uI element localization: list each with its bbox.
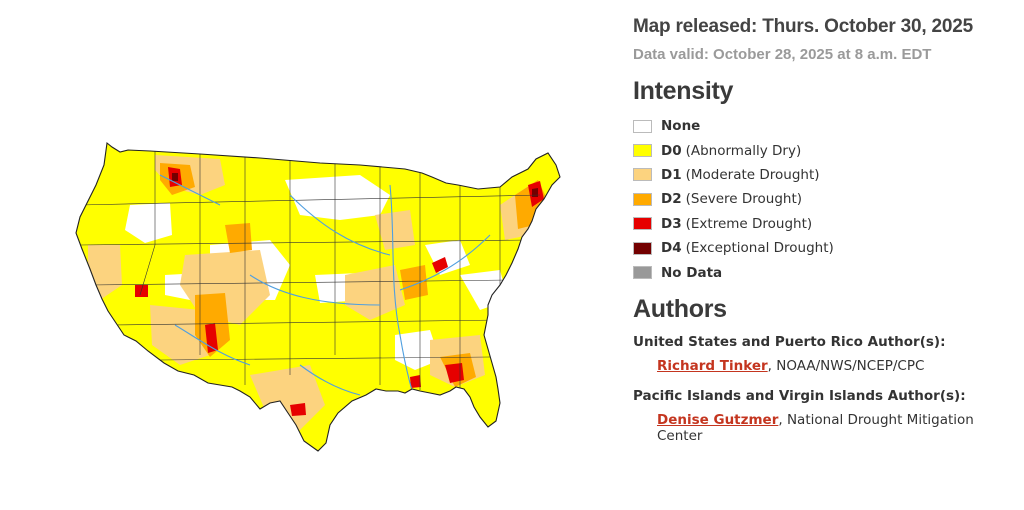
data-valid-date: Data valid: October 28, 2025 at 8 a.m. E… <box>633 46 932 63</box>
d1-area-texas <box>250 365 325 430</box>
none-area-north-plains <box>285 175 390 220</box>
author-link-richard-tinker[interactable]: Richard Tinker <box>657 357 768 374</box>
author-affiliation: , NOAA/NWS/NCEP/CPC <box>767 357 925 374</box>
legend-label: (Exceptional Drought) <box>685 240 834 257</box>
legend-code: D1 <box>661 166 682 183</box>
legend-swatch <box>633 144 652 158</box>
state-borders <box>79 145 541 390</box>
d3-area-alabama <box>410 375 421 388</box>
none-area-mississippi <box>395 330 440 370</box>
legend-code: No Data <box>661 264 723 281</box>
side-panel: Map released: Thurs. October 30, 2025 Da… <box>633 14 1018 444</box>
d3-area-ohio <box>432 257 448 273</box>
legend-item-d2: D2 (Severe Drought) <box>633 187 1018 211</box>
pacific-vi-author: Denise Gutzmer, National Drought Mitigat… <box>657 412 1018 444</box>
d3-area-texas <box>290 403 306 416</box>
legend-label: (Abnormally Dry) <box>685 142 802 159</box>
author-link-denise-gutzmer[interactable]: Denise Gutzmer <box>657 411 779 428</box>
d3-area-georgia <box>445 363 464 383</box>
d4-area-idaho <box>172 173 178 181</box>
rivers <box>159 174 491 401</box>
legend-code: D4 <box>661 240 682 257</box>
legend-item-none: None <box>633 114 1018 138</box>
legend-label: (Extreme Drought) <box>685 215 813 232</box>
legend-code: D2 <box>661 191 682 208</box>
legend-swatch <box>633 192 652 206</box>
legend-label: (Severe Drought) <box>685 191 803 208</box>
legend-item-no-data: No Data <box>633 260 1018 284</box>
drought-fill-layer <box>76 143 560 451</box>
none-area-oregon <box>125 203 172 243</box>
us-drought-map-svg <box>75 142 561 452</box>
d2-area-illinois <box>400 265 428 300</box>
legend-code: None <box>661 118 701 135</box>
legend-code: D0 <box>661 142 682 159</box>
us-pr-author: Richard Tinker, NOAA/NWS/NCEP/CPC <box>657 358 1018 374</box>
legend-swatch <box>633 217 652 231</box>
legend-swatch <box>633 241 652 255</box>
d1-area-midsouth <box>345 265 405 320</box>
legend-item-d0: D0 (Abnormally Dry) <box>633 138 1018 162</box>
legend-item-d1: D1 (Moderate Drought) <box>633 163 1018 187</box>
legend-swatch <box>633 119 652 133</box>
author-affiliation: , National Drought Mitigation Center <box>657 411 974 444</box>
d4-area-maine <box>532 188 538 197</box>
pacific-vi-authors-label: Pacific Islands and Virgin Islands Autho… <box>633 387 966 404</box>
drought-map[interactable] <box>60 125 600 465</box>
legend-label: (Moderate Drought) <box>685 166 820 183</box>
d1-area-wisconsin <box>375 210 415 250</box>
legend-swatch <box>633 168 652 182</box>
authors-heading: Authors <box>633 294 727 323</box>
legend-item-d3: D3 (Extreme Drought) <box>633 212 1018 236</box>
legend-code: D3 <box>661 215 682 232</box>
intensity-legend: None D0 (Abnormally Dry) D1 (Moderate Drough… <box>633 114 1018 285</box>
intensity-heading: Intensity <box>633 77 734 105</box>
legend-item-d4: D4 (Exceptional Drought) <box>633 236 1018 260</box>
map-released-date: Map released: Thurs. October 30, 2025 <box>633 16 974 37</box>
us-pr-authors-label: United States and Puerto Rico Author(s): <box>633 333 946 350</box>
legend-swatch <box>633 266 652 280</box>
